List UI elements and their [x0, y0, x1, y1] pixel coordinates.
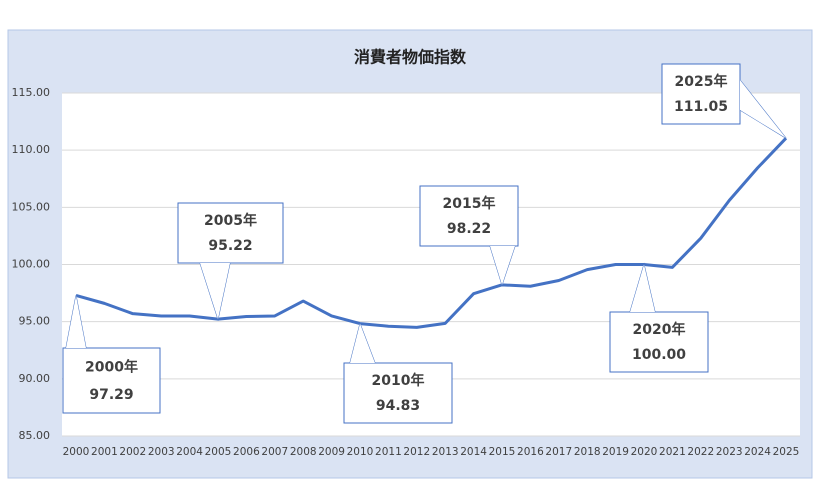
data-label: 98.22	[447, 221, 491, 237]
callout-title: 2015年	[443, 195, 496, 212]
x-tick-label: 2009	[318, 446, 345, 458]
x-tick-label: 2012	[403, 446, 430, 458]
y-tick-label: 115.00	[12, 86, 51, 99]
x-tick-label: 2001	[91, 446, 118, 458]
x-tick-label: 2025	[773, 446, 800, 458]
callout-title: 2005年	[204, 212, 257, 229]
y-tick-label: 110.00	[12, 143, 51, 156]
y-tick-label: 105.00	[12, 200, 51, 213]
data-label: 95.22	[208, 238, 252, 254]
callout-title: 2000年	[85, 359, 138, 376]
callout-pointer-fill	[740, 80, 786, 139]
y-tick-label: 95.00	[19, 315, 51, 328]
callout-pointer-fill	[200, 263, 230, 320]
callout-title: 2010年	[372, 372, 425, 389]
x-tick-label: 2014	[460, 446, 487, 458]
x-tick-label: 2002	[119, 446, 146, 458]
data-label: 94.83	[376, 398, 420, 414]
x-tick-label: 2000	[63, 446, 90, 458]
data-label: 100.00	[632, 347, 686, 363]
x-tick-label: 2011	[375, 446, 402, 458]
y-tick-label: 90.00	[19, 372, 51, 385]
data-label: 97.29	[89, 387, 133, 403]
callout-title: 2025年	[675, 73, 728, 90]
x-tick-label: 2006	[233, 446, 260, 458]
callout-pointer-fill	[490, 246, 515, 285]
callout-box	[419, 185, 519, 247]
x-tick-label: 2022	[687, 446, 714, 458]
x-tick-label: 2008	[290, 446, 317, 458]
x-tick-label: 2010	[347, 446, 374, 458]
x-tick-label: 2015	[489, 446, 516, 458]
x-tick-label: 2018	[574, 446, 601, 458]
callout-title: 2020年	[633, 321, 686, 338]
x-tick-label: 2020	[631, 446, 658, 458]
callout-box	[609, 311, 709, 373]
data-label: 111.05	[674, 99, 728, 115]
x-tick-label: 2003	[148, 446, 175, 458]
callout-pointer-fill	[630, 264, 655, 312]
chart-title: 消費者物価指数	[354, 48, 467, 67]
data-line	[75, 137, 788, 329]
x-tick-label: 2023	[716, 446, 743, 458]
x-tick-label: 2021	[659, 446, 686, 458]
x-tick-label: 2016	[517, 446, 544, 458]
callout-box	[177, 202, 284, 264]
x-tick-label: 2005	[205, 446, 232, 458]
x-tick-label: 2024	[744, 446, 771, 458]
callout-box	[343, 362, 453, 424]
callout-box	[62, 347, 161, 414]
x-tick-label: 2019	[602, 446, 629, 458]
y-tick-label: 85.00	[19, 429, 51, 442]
x-tick-label: 2004	[176, 446, 203, 458]
callout-pointer-fill	[66, 295, 86, 348]
x-tick-label: 2007	[261, 446, 288, 458]
callout-pointer-fill	[350, 323, 375, 363]
callout-box	[661, 63, 741, 125]
x-tick-label: 2017	[545, 446, 572, 458]
y-tick-label: 100.00	[12, 258, 51, 271]
x-tick-label: 2013	[432, 446, 459, 458]
